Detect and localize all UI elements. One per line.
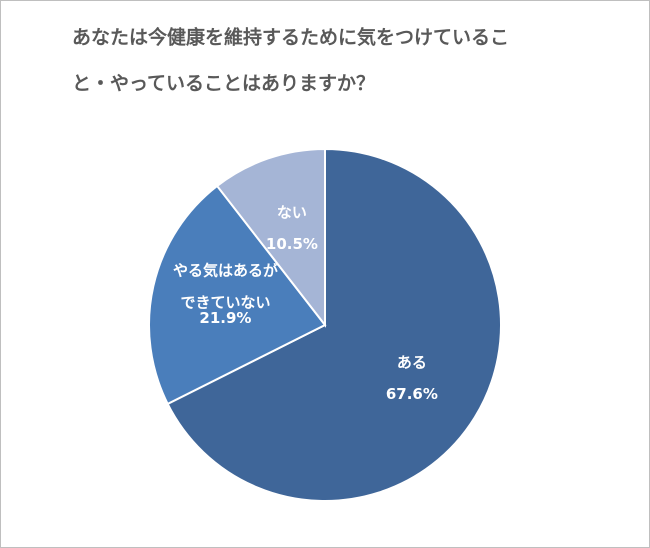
pie-slice — [215, 147, 326, 328]
label-line: ある — [397, 353, 427, 371]
value-label: 10.5% — [266, 235, 318, 253]
label-line: やる気はあるが — [173, 261, 279, 279]
slice-label: やる気はあるができていない — [173, 261, 279, 311]
pie-slice — [148, 184, 327, 406]
slice-label: ある — [397, 353, 427, 371]
label-line: ない — [277, 203, 307, 221]
pie-slice — [166, 147, 502, 502]
slice-label: ない — [277, 203, 307, 221]
chart-title: あなたは今健康を維持するために気をつけているこ — [72, 26, 509, 49]
value-label: 67.6% — [386, 385, 438, 403]
value-label: 21.9% — [199, 309, 251, 327]
label-line: できていない — [180, 293, 270, 311]
chart-title: と・やっていることはありますか？ — [72, 73, 375, 95]
